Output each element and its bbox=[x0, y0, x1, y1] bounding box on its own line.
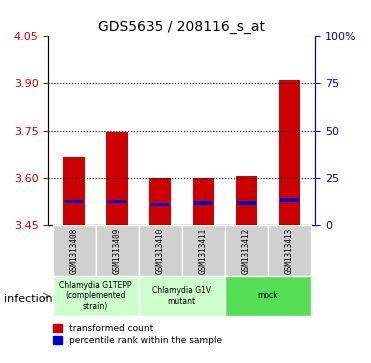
Text: mock: mock bbox=[257, 291, 278, 300]
FancyBboxPatch shape bbox=[96, 225, 139, 276]
Text: GSM1313409: GSM1313409 bbox=[113, 227, 122, 274]
Bar bbox=[279, 80, 300, 225]
FancyBboxPatch shape bbox=[225, 276, 311, 316]
Bar bbox=[65, 200, 83, 203]
Text: GSM1313410: GSM1313410 bbox=[156, 227, 165, 274]
Text: GSM1313412: GSM1313412 bbox=[242, 227, 251, 274]
FancyBboxPatch shape bbox=[182, 225, 225, 276]
Text: GSM1313408: GSM1313408 bbox=[70, 227, 79, 274]
Bar bbox=[280, 198, 299, 202]
FancyBboxPatch shape bbox=[139, 225, 182, 276]
Bar bbox=[193, 178, 214, 225]
Text: Chlamydia G1TEPP
(complemented
strain): Chlamydia G1TEPP (complemented strain) bbox=[59, 281, 132, 311]
FancyBboxPatch shape bbox=[225, 225, 268, 276]
Text: Chlamydia G1V
mutant: Chlamydia G1V mutant bbox=[152, 286, 211, 306]
FancyBboxPatch shape bbox=[53, 225, 96, 276]
Text: GSM1313411: GSM1313411 bbox=[199, 227, 208, 274]
FancyBboxPatch shape bbox=[139, 276, 225, 316]
Bar bbox=[63, 158, 85, 225]
Bar bbox=[150, 178, 171, 225]
Legend: transformed count, percentile rank within the sample: transformed count, percentile rank withi… bbox=[53, 324, 222, 345]
Title: GDS5635 / 208116_s_at: GDS5635 / 208116_s_at bbox=[98, 20, 265, 34]
Bar bbox=[151, 203, 170, 207]
Text: GSM1313413: GSM1313413 bbox=[285, 227, 294, 274]
FancyBboxPatch shape bbox=[268, 225, 311, 276]
Bar bbox=[108, 200, 126, 203]
Text: infection: infection bbox=[4, 294, 52, 305]
Bar bbox=[106, 132, 128, 225]
Bar bbox=[236, 176, 257, 225]
FancyBboxPatch shape bbox=[53, 276, 139, 316]
Bar bbox=[194, 201, 213, 205]
Bar bbox=[237, 201, 256, 205]
